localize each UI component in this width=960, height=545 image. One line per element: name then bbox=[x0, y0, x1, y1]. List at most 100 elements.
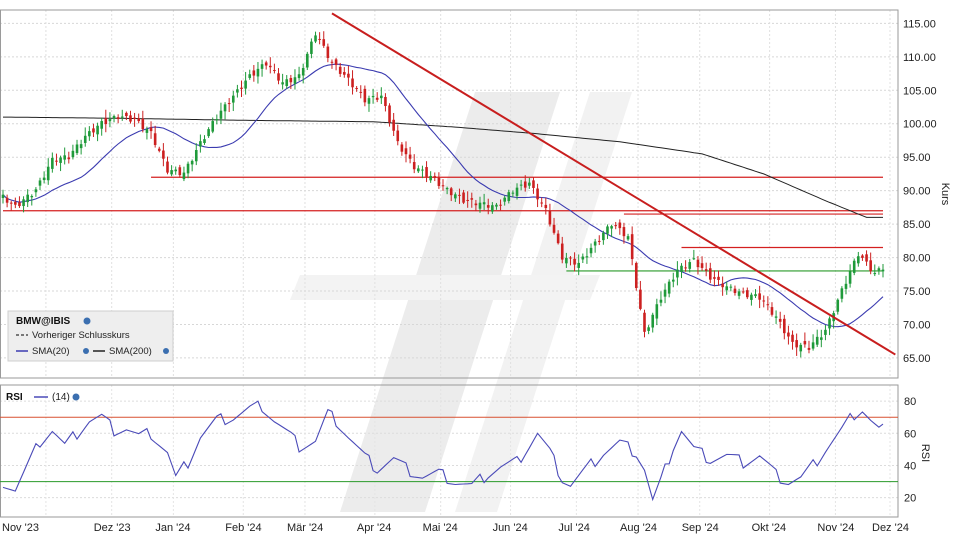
candle-body bbox=[881, 269, 885, 272]
candle-body bbox=[256, 68, 260, 77]
candle-body bbox=[55, 160, 58, 162]
price-ytick-label: 110.00 bbox=[903, 52, 936, 64]
candle-body bbox=[174, 169, 178, 172]
candle-body bbox=[750, 294, 753, 300]
candle-body bbox=[848, 271, 852, 284]
candle-body bbox=[129, 115, 132, 122]
candle-body bbox=[359, 91, 363, 93]
candle-body bbox=[445, 187, 449, 190]
trendline bbox=[331, 12, 896, 356]
price-horizontal-lines bbox=[3, 176, 883, 272]
candle-body bbox=[182, 172, 186, 180]
candle-body bbox=[22, 199, 25, 207]
rsi-legend: RSI (14) bbox=[6, 392, 80, 403]
candles bbox=[1, 31, 885, 358]
x-month-label: Jun '24 bbox=[493, 522, 528, 534]
candle-body bbox=[273, 69, 276, 71]
candle-body bbox=[593, 241, 597, 246]
candle-body bbox=[519, 184, 523, 186]
rsi-path bbox=[2, 400, 884, 502]
candle-body bbox=[745, 290, 749, 298]
candle-body bbox=[59, 157, 62, 163]
candle-body bbox=[153, 133, 157, 145]
price-ytick-label: 95.00 bbox=[903, 152, 931, 164]
candle-body bbox=[51, 157, 54, 169]
candle-body bbox=[585, 256, 589, 258]
candle-body bbox=[67, 157, 71, 160]
candle-body bbox=[647, 327, 650, 331]
candle-body bbox=[639, 289, 642, 309]
price-legend: BMW@IBIS Vorheriger Schlusskurs SMA(20) SMA… bbox=[7, 310, 174, 362]
rsi-ylabel: RSI bbox=[919, 444, 931, 462]
candle-body bbox=[573, 258, 576, 265]
candle-body bbox=[231, 95, 235, 103]
candle-body bbox=[1, 194, 5, 199]
candle-body bbox=[351, 78, 354, 88]
candle-body bbox=[83, 135, 87, 143]
candle-body bbox=[240, 87, 243, 89]
x-month-label: Sep '24 bbox=[682, 522, 719, 534]
price-ytick-label: 85.00 bbox=[903, 219, 931, 231]
candle-body bbox=[137, 118, 141, 122]
candle-body bbox=[495, 204, 498, 207]
candle-body bbox=[869, 260, 872, 272]
candle-body bbox=[569, 257, 572, 259]
candle-body bbox=[334, 59, 338, 66]
candle-body bbox=[170, 170, 173, 175]
candle-body bbox=[26, 194, 29, 203]
price-ytick-label: 90.00 bbox=[903, 186, 931, 198]
candle-body bbox=[622, 227, 626, 237]
candle-body bbox=[458, 194, 461, 196]
legend-sma20-icon bbox=[83, 348, 89, 354]
x-month-label: Feb '24 bbox=[225, 522, 261, 534]
rsi-ytick-label: 40 bbox=[904, 460, 916, 472]
candle-body bbox=[125, 112, 128, 117]
candle-body bbox=[540, 202, 543, 204]
candle-body bbox=[820, 337, 823, 340]
candle-body bbox=[741, 291, 745, 293]
candle-body bbox=[667, 281, 671, 294]
candle-body bbox=[104, 118, 108, 125]
candle-body bbox=[116, 117, 120, 120]
price-ytick-label: 75.00 bbox=[903, 286, 931, 298]
candle-body bbox=[355, 87, 358, 89]
candle-body bbox=[248, 74, 252, 78]
candle-body bbox=[30, 196, 34, 198]
candle-body bbox=[844, 283, 848, 289]
candle-body bbox=[63, 155, 66, 160]
candle-body bbox=[560, 243, 564, 260]
x-month-label: Nov '24 bbox=[817, 522, 854, 534]
price-ytick-label: 80.00 bbox=[903, 253, 931, 265]
candle-body bbox=[14, 201, 17, 205]
candle-body bbox=[100, 121, 103, 129]
candle-body bbox=[305, 53, 309, 68]
candle-body bbox=[770, 307, 774, 315]
candle-body bbox=[655, 304, 659, 319]
candle-body bbox=[141, 118, 145, 130]
candle-body bbox=[75, 144, 79, 154]
candle-body bbox=[71, 150, 75, 158]
candle-body bbox=[223, 104, 227, 112]
axis-labels: 65.00 70.00 75.00 80.00 85.00 90.00 95.00 100.0… bbox=[2, 18, 951, 534]
candle-body bbox=[396, 130, 400, 142]
candle-body bbox=[133, 117, 136, 120]
watermark-bar-right bbox=[455, 92, 632, 512]
x-month-label: Nov '23 bbox=[2, 522, 39, 534]
candle-body bbox=[417, 168, 420, 172]
candle-body bbox=[634, 263, 638, 289]
candle-body bbox=[663, 289, 667, 297]
candle-body bbox=[120, 116, 124, 118]
candle-body bbox=[511, 192, 515, 194]
candle-body bbox=[260, 64, 264, 69]
candle-body bbox=[219, 110, 223, 119]
candle-body bbox=[314, 35, 317, 42]
candle-body bbox=[807, 347, 811, 350]
candle-body bbox=[548, 210, 552, 225]
candle-body bbox=[733, 288, 737, 294]
candle-body bbox=[404, 148, 408, 155]
legend-sma200-icon bbox=[163, 348, 169, 354]
candle-body bbox=[824, 329, 827, 335]
legend-label-sma20: SMA(20) bbox=[32, 346, 69, 357]
candle-body bbox=[523, 181, 527, 188]
